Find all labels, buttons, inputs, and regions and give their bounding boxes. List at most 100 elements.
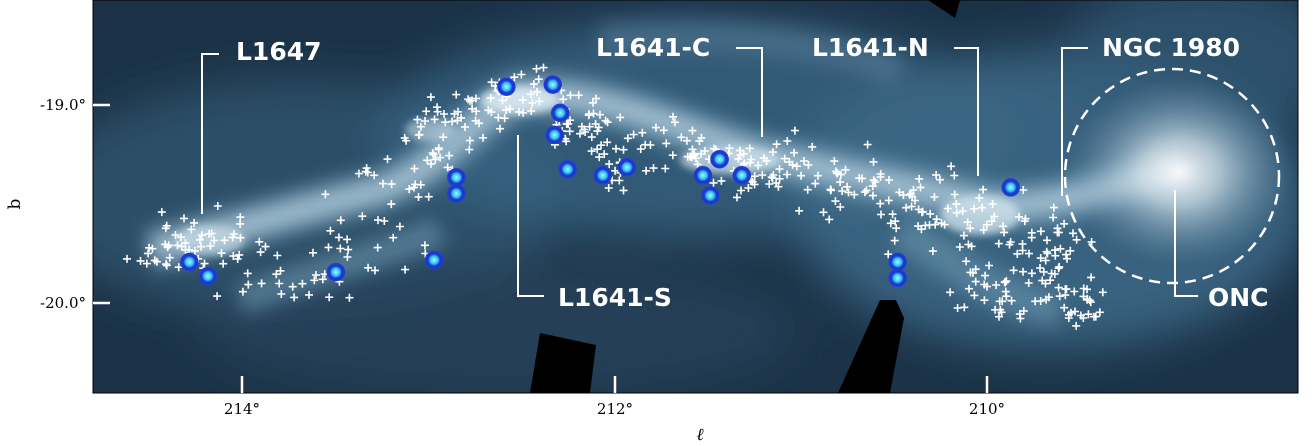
leader-onc [1174, 190, 1198, 297]
yso-cross [843, 182, 852, 191]
yso-cross [717, 176, 726, 185]
leader-l1641c [736, 47, 763, 137]
yso-cross [619, 145, 628, 154]
yso-cross [981, 271, 990, 280]
core-marker [497, 77, 516, 96]
yso-cross [604, 184, 613, 192]
yso-cross [395, 222, 404, 231]
yso-cross [528, 99, 537, 107]
yso-cross [888, 210, 897, 219]
yso-cross [1083, 285, 1091, 294]
yso-cross [142, 259, 151, 268]
yso-cross [1054, 264, 1063, 273]
yso-cross [354, 169, 363, 178]
yso-cross [876, 199, 885, 208]
yso-cross [600, 150, 609, 159]
yso-cross [236, 233, 245, 242]
yso-cross [661, 164, 670, 173]
leader-lines [201, 47, 1198, 297]
yso-cross [171, 231, 180, 239]
yso-cross [290, 293, 299, 302]
yso-cross [518, 96, 527, 105]
yso-cross [235, 250, 244, 259]
yso-cross [1062, 250, 1070, 259]
yso-cross [373, 243, 382, 252]
yso-cross [1061, 285, 1070, 294]
yso-cross [1056, 244, 1065, 253]
core-marker [1001, 178, 1020, 197]
no-data-wedge-right [838, 300, 904, 393]
yso-cross [886, 219, 895, 228]
yso-cross [902, 203, 911, 212]
yso-cross [895, 188, 904, 197]
yso-cross [464, 95, 473, 104]
yso-cross [468, 104, 477, 113]
yso-cross [1084, 310, 1093, 319]
yso-cross [915, 174, 924, 183]
yso-cross [190, 246, 199, 255]
yso-cross [326, 226, 335, 235]
yso-cross [162, 221, 171, 230]
yso-cross [943, 204, 952, 213]
yso-cross [387, 200, 396, 209]
y-axis-label: b [5, 198, 25, 209]
yso-cross [312, 271, 320, 279]
yso-cross [790, 148, 799, 157]
yso-cross [479, 133, 487, 142]
yso-cross [709, 178, 718, 187]
yso-cross [783, 170, 792, 179]
yso-cross [448, 117, 457, 126]
yso-cross [952, 208, 961, 217]
yso-cross [744, 184, 753, 192]
yso-cross [401, 265, 410, 274]
yso-cross [783, 137, 792, 145]
yso-cross [1009, 266, 1018, 275]
yso-cross [515, 107, 523, 116]
yso-cross [869, 176, 878, 185]
yso-cross [1019, 267, 1027, 276]
yso-cross [361, 167, 370, 176]
yso-cross [465, 136, 474, 145]
yso-cross [428, 149, 437, 158]
yso-cross [472, 107, 481, 116]
yso-cross [593, 145, 602, 154]
core-marker [550, 103, 570, 123]
yso-cross [999, 222, 1008, 231]
yso-cross [965, 284, 973, 293]
yso-cross [238, 287, 247, 296]
label-l1641c: L1641-C [596, 33, 710, 62]
label-onc: ONC [1208, 283, 1269, 312]
core-marker [701, 186, 720, 205]
yso-cross [1018, 246, 1027, 255]
yso-cross [808, 142, 817, 151]
yso-cross [869, 157, 878, 166]
yso-cross [970, 204, 979, 213]
yso-cross [1036, 227, 1045, 236]
yso-cross [877, 210, 885, 219]
yso-cross [1095, 308, 1104, 317]
yso-cross [1055, 292, 1064, 301]
yso-cross [1069, 229, 1077, 238]
yso-cross [344, 245, 353, 254]
yso-cross [413, 115, 422, 124]
yso-cross [336, 244, 345, 253]
yso-cross [966, 224, 975, 233]
yso-cross [585, 110, 594, 119]
yso-cross [765, 180, 774, 188]
yso-cross [559, 95, 568, 104]
yso-cross [831, 197, 840, 206]
yso-cross [758, 171, 767, 179]
yso-cross [325, 293, 334, 302]
yso-cross [871, 178, 880, 186]
yso-cross [683, 152, 692, 161]
yso-cross [565, 127, 574, 136]
yso-cross [603, 138, 612, 147]
yso-cross [936, 175, 944, 184]
yso-cross [862, 186, 871, 195]
yso-cross [1049, 213, 1058, 222]
yso-cross [358, 212, 367, 221]
yso-cross [255, 237, 264, 246]
yso-cross [671, 118, 679, 127]
yso-cross [850, 190, 859, 199]
yso-cross [800, 157, 808, 165]
